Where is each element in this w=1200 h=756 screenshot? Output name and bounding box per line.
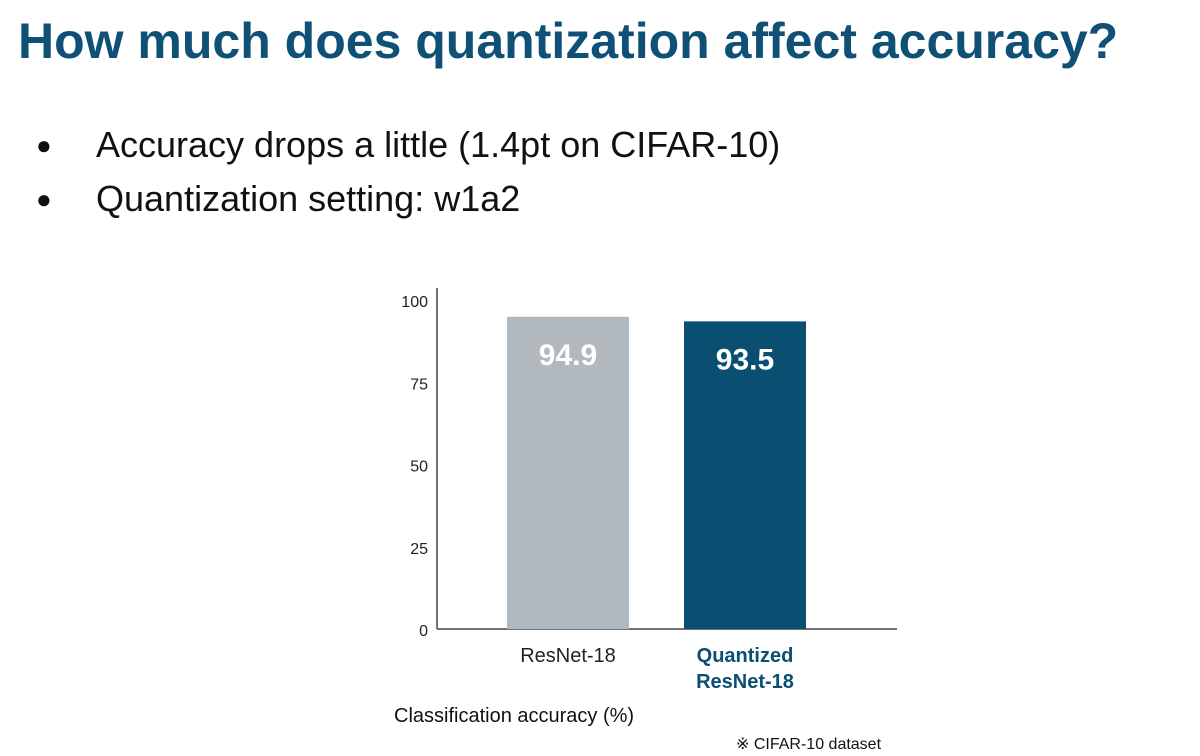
bar-value-label: 94.9: [539, 339, 597, 372]
bullet-text: Accuracy drops a little (1.4pt on CIFAR-…: [96, 124, 781, 165]
bullet-text: Quantization setting: w1a2: [96, 178, 521, 219]
bullet-dot-icon: ●: [36, 184, 52, 214]
bar-value-label: 93.5: [716, 343, 774, 376]
category-label-line: ResNet-18: [520, 645, 616, 667]
category-label: Quantized ResNet-18: [696, 645, 794, 693]
slide-title: How much does quantization affect accura…: [18, 13, 1119, 69]
bar: [684, 321, 806, 629]
y-tick-label: 75: [410, 376, 428, 393]
bar: [507, 316, 629, 629]
y-tick-label: 100: [401, 294, 428, 311]
bullet-item: ● Accuracy drops a little (1.4pt on CIFA…: [30, 118, 780, 172]
bullet-dot-icon: ●: [36, 130, 52, 160]
bullet-list: ● Accuracy drops a little (1.4pt on CIFA…: [30, 118, 780, 226]
category-label-line: Quantized: [697, 645, 794, 667]
y-tick-label: 50: [410, 459, 428, 476]
dataset-footnote: ※ CIFAR-10 dataset: [736, 736, 882, 753]
y-tick-label: 0: [419, 623, 428, 640]
category-label: ResNet-18: [520, 645, 616, 667]
y-tick-label: 25: [410, 541, 428, 558]
category-label-line: ResNet-18: [696, 671, 794, 693]
x-axis-title: Classification accuracy (%): [394, 705, 635, 727]
bullet-item: ● Quantization setting: w1a2: [30, 172, 780, 226]
